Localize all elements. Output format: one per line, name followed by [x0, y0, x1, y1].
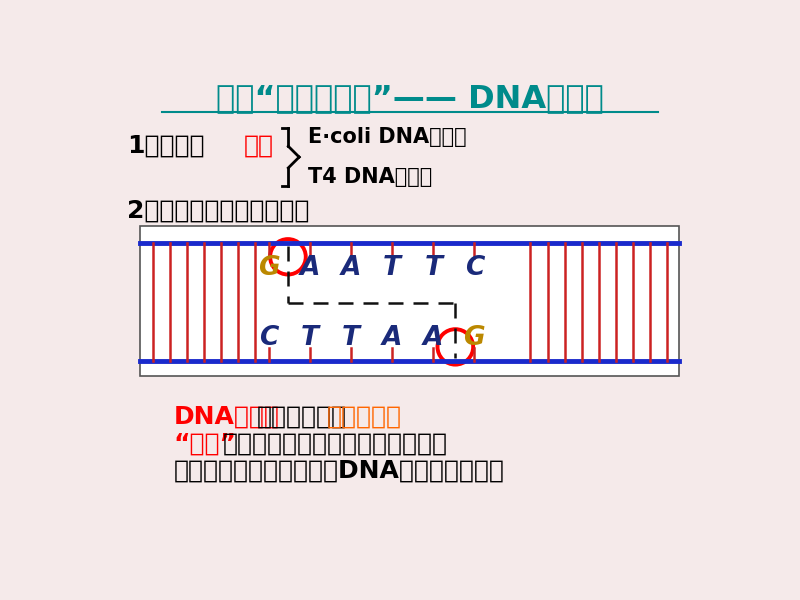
Text: 起来，即把梯子两边扶手的断口连: 起来，即把梯子两边扶手的断口连: [223, 432, 448, 456]
Text: T: T: [301, 325, 319, 350]
Text: T: T: [383, 256, 401, 281]
Text: A: A: [382, 325, 402, 350]
Text: 之间的缝隙: 之间的缝隙: [327, 405, 402, 429]
Text: 二、“分子缝合针”—— DNA连接酶: 二、“分子缝合针”—— DNA连接酶: [216, 83, 604, 115]
Text: E·coli DNA连接酶: E·coli DNA连接酶: [308, 127, 466, 148]
Text: A: A: [423, 325, 443, 350]
FancyBboxPatch shape: [140, 226, 679, 376]
Text: 接起来，这样一个重组的DNA分子就形成了。: 接起来，这样一个重组的DNA分子就形成了。: [174, 459, 505, 483]
Text: T4 DNA连接酶: T4 DNA连接酶: [308, 167, 432, 187]
Text: T: T: [342, 325, 360, 350]
Text: 2、作用部位：磷酸二酯键: 2、作用部位：磷酸二酯键: [127, 199, 310, 223]
Text: DNA连接酶: DNA连接酶: [174, 405, 279, 429]
Text: G: G: [258, 256, 280, 281]
Text: 可把黏性末端: 可把黏性末端: [257, 405, 346, 429]
Text: “缝合”: “缝合”: [174, 432, 237, 456]
Text: C: C: [465, 256, 484, 281]
Text: 两类: 两类: [243, 133, 274, 157]
Text: 1、种类：: 1、种类：: [127, 133, 205, 157]
Text: A: A: [300, 256, 320, 281]
Text: G: G: [463, 325, 485, 350]
Text: A: A: [341, 256, 362, 281]
Text: T: T: [424, 256, 442, 281]
Text: C: C: [259, 325, 278, 350]
